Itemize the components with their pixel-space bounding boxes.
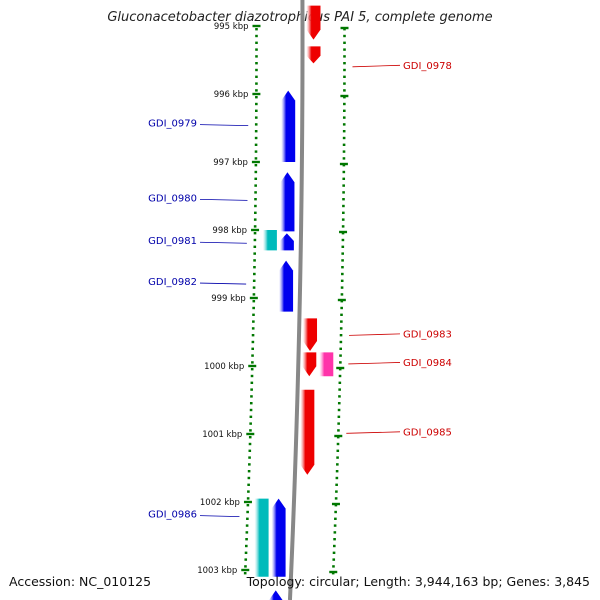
label-leader-line (199, 282, 247, 285)
label-leader-line (199, 515, 240, 517)
gene-arrow[interactable] (271, 498, 286, 577)
label-leader-line (352, 64, 401, 68)
label-leader-line (348, 333, 401, 336)
genome-backbone (287, 0, 305, 600)
gene-label[interactable]: GDI_0979 (148, 119, 197, 130)
gene-label[interactable]: GDI_0978 (403, 61, 452, 72)
label-leader-line (199, 124, 249, 126)
label-leader-line (346, 431, 401, 434)
gene-arrow[interactable] (279, 260, 294, 312)
gene-arrow[interactable] (262, 230, 277, 251)
ruler-label: 997 kbp (213, 158, 248, 168)
gene-label[interactable]: GDI_0980 (148, 193, 197, 204)
gene-arrow[interactable] (303, 318, 318, 352)
map-title: Gluconacetobacter diazotrophicus PAI 5, … (107, 10, 493, 25)
feature-layer (254, 5, 334, 600)
ruler-ticks: 995 kbp 996 kbp 997 kbp 998 kbp 999 kbp 1000 … (197, 22, 349, 576)
gene-label[interactable]: GDI_0984 (403, 358, 452, 369)
label-layer: GDI_0978 GDI_0979 GDI_0980 GDI_0981 GDI_0982… (148, 61, 452, 521)
ruler-label: 996 kbp (214, 90, 249, 100)
gene-arrow[interactable] (269, 590, 283, 600)
ruler-label: 1001 kbp (202, 430, 242, 440)
ruler-label: 998 kbp (212, 226, 247, 236)
gene-label[interactable]: GDI_0982 (148, 277, 197, 288)
gene-arrow[interactable] (300, 389, 315, 475)
gene-arrow[interactable] (254, 498, 269, 577)
gene-label[interactable]: GDI_0986 (148, 510, 197, 521)
ruler-label: 1000 kbp (204, 362, 244, 372)
ruler-label: 995 kbp (214, 22, 249, 32)
gene-arrow[interactable] (319, 352, 334, 377)
label-leader-line (199, 199, 248, 201)
gene-label[interactable]: GDI_0981 (148, 236, 197, 247)
label-leader-line (199, 241, 247, 244)
gene-arrow[interactable] (306, 46, 321, 64)
topology-summary: Topology: circular; Length: 3,944,163 bp… (246, 574, 590, 589)
label-leader-line (348, 362, 401, 365)
gene-arrow[interactable] (280, 172, 295, 232)
ruler-label: 1003 kbp (197, 566, 237, 576)
gene-arrow[interactable] (306, 5, 321, 40)
ruler-label: 1002 kbp (200, 498, 240, 508)
gene-arrow[interactable] (281, 90, 296, 162)
gene-label[interactable]: GDI_0983 (403, 329, 452, 340)
gene-arrow[interactable] (279, 233, 294, 251)
gene-label[interactable]: GDI_0985 (403, 427, 452, 438)
ruler-label: 999 kbp (211, 294, 246, 304)
accession-text: Accession: NC_010125 (9, 574, 152, 589)
gene-arrow[interactable] (302, 352, 317, 377)
